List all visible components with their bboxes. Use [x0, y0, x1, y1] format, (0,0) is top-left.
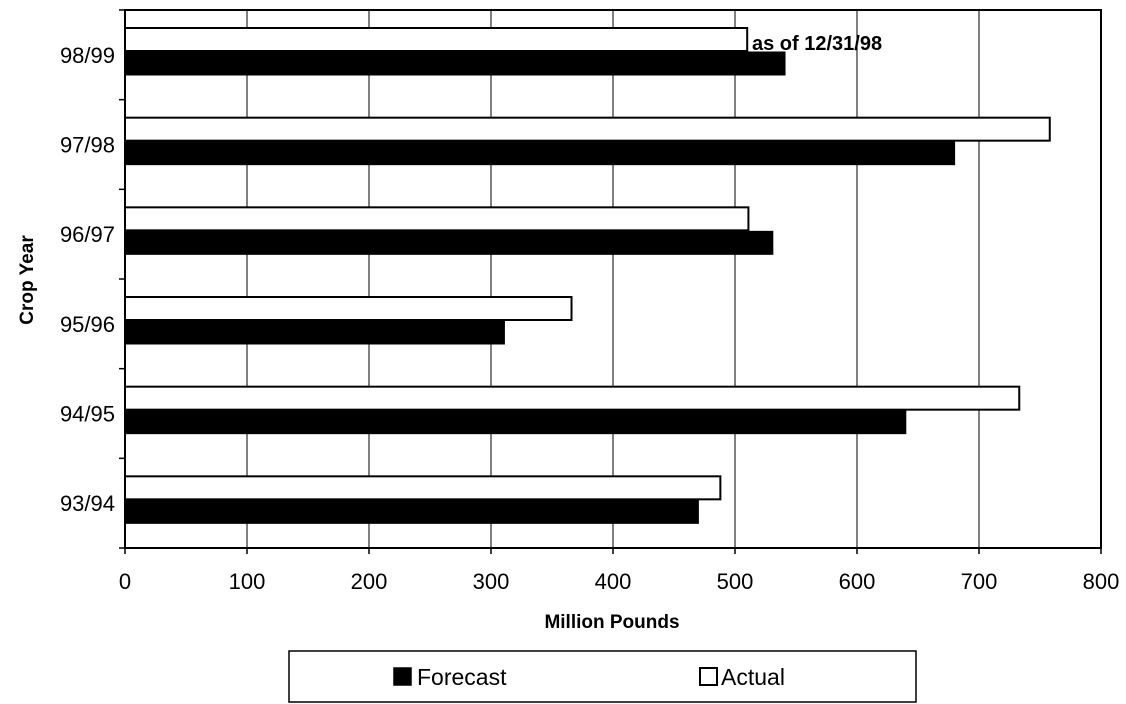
y-category-label: 97/98: [60, 133, 115, 158]
bar-actual-96-97: [124, 206, 750, 232]
bar-forecast-94-95: [124, 410, 907, 435]
x-tick-label: 0: [119, 569, 131, 594]
bars: [124, 27, 1051, 524]
bar-forecast-95-96: [124, 320, 505, 345]
legend-label-actual: Actual: [721, 664, 785, 690]
bar-actual-98-99: [124, 27, 749, 52]
legend-box: [288, 650, 917, 703]
y-category-label: 94/95: [60, 402, 115, 427]
x-axis-labels: 0 100 200 300 400 500 600 700 800: [119, 569, 1119, 594]
x-tick-label: 500: [717, 569, 754, 594]
x-tick-label: 300: [473, 569, 510, 594]
legend-label-forecast: Forecast: [417, 664, 507, 690]
x-tick-label: 800: [1083, 569, 1120, 594]
y-axis-title: Crop Year: [17, 235, 38, 325]
bar-forecast-96-97: [124, 230, 774, 255]
bar-actual-95-96: [124, 296, 573, 321]
bar-forecast-98-99: [124, 51, 786, 76]
legend-swatch-actual: [699, 667, 718, 686]
x-tick-label: 100: [229, 569, 266, 594]
x-tick-label: 700: [961, 569, 998, 594]
y-category-label: 98/99: [60, 43, 115, 68]
y-category-label: 96/97: [60, 222, 115, 247]
legend: Forecast Actual: [288, 650, 917, 703]
legend-swatch-forecast: [393, 667, 412, 686]
y-category-label: 93/94: [60, 491, 115, 516]
y-category-label: 95/96: [60, 312, 115, 337]
x-tick-label: 200: [351, 569, 388, 594]
y-axis-ticks: [119, 9, 125, 549]
annotation-label: as of 12/31/98: [752, 33, 882, 55]
gridlines: [246, 10, 980, 548]
bar-actual-94-95: [124, 385, 1021, 411]
bar-forecast-97-98: [124, 141, 956, 166]
bar-actual-93-94: [124, 475, 722, 501]
x-tick-label: 400: [595, 569, 632, 594]
y-axis-labels: 98/99 97/98 96/97 95/96 94/95 93/94: [60, 43, 115, 516]
x-tick-label: 600: [839, 569, 876, 594]
bar-forecast-93-94: [124, 499, 699, 524]
x-axis-ticks: [124, 548, 1102, 554]
bar-actual-97-98: [124, 116, 1051, 142]
x-axis-title: Million Pounds: [544, 612, 679, 633]
